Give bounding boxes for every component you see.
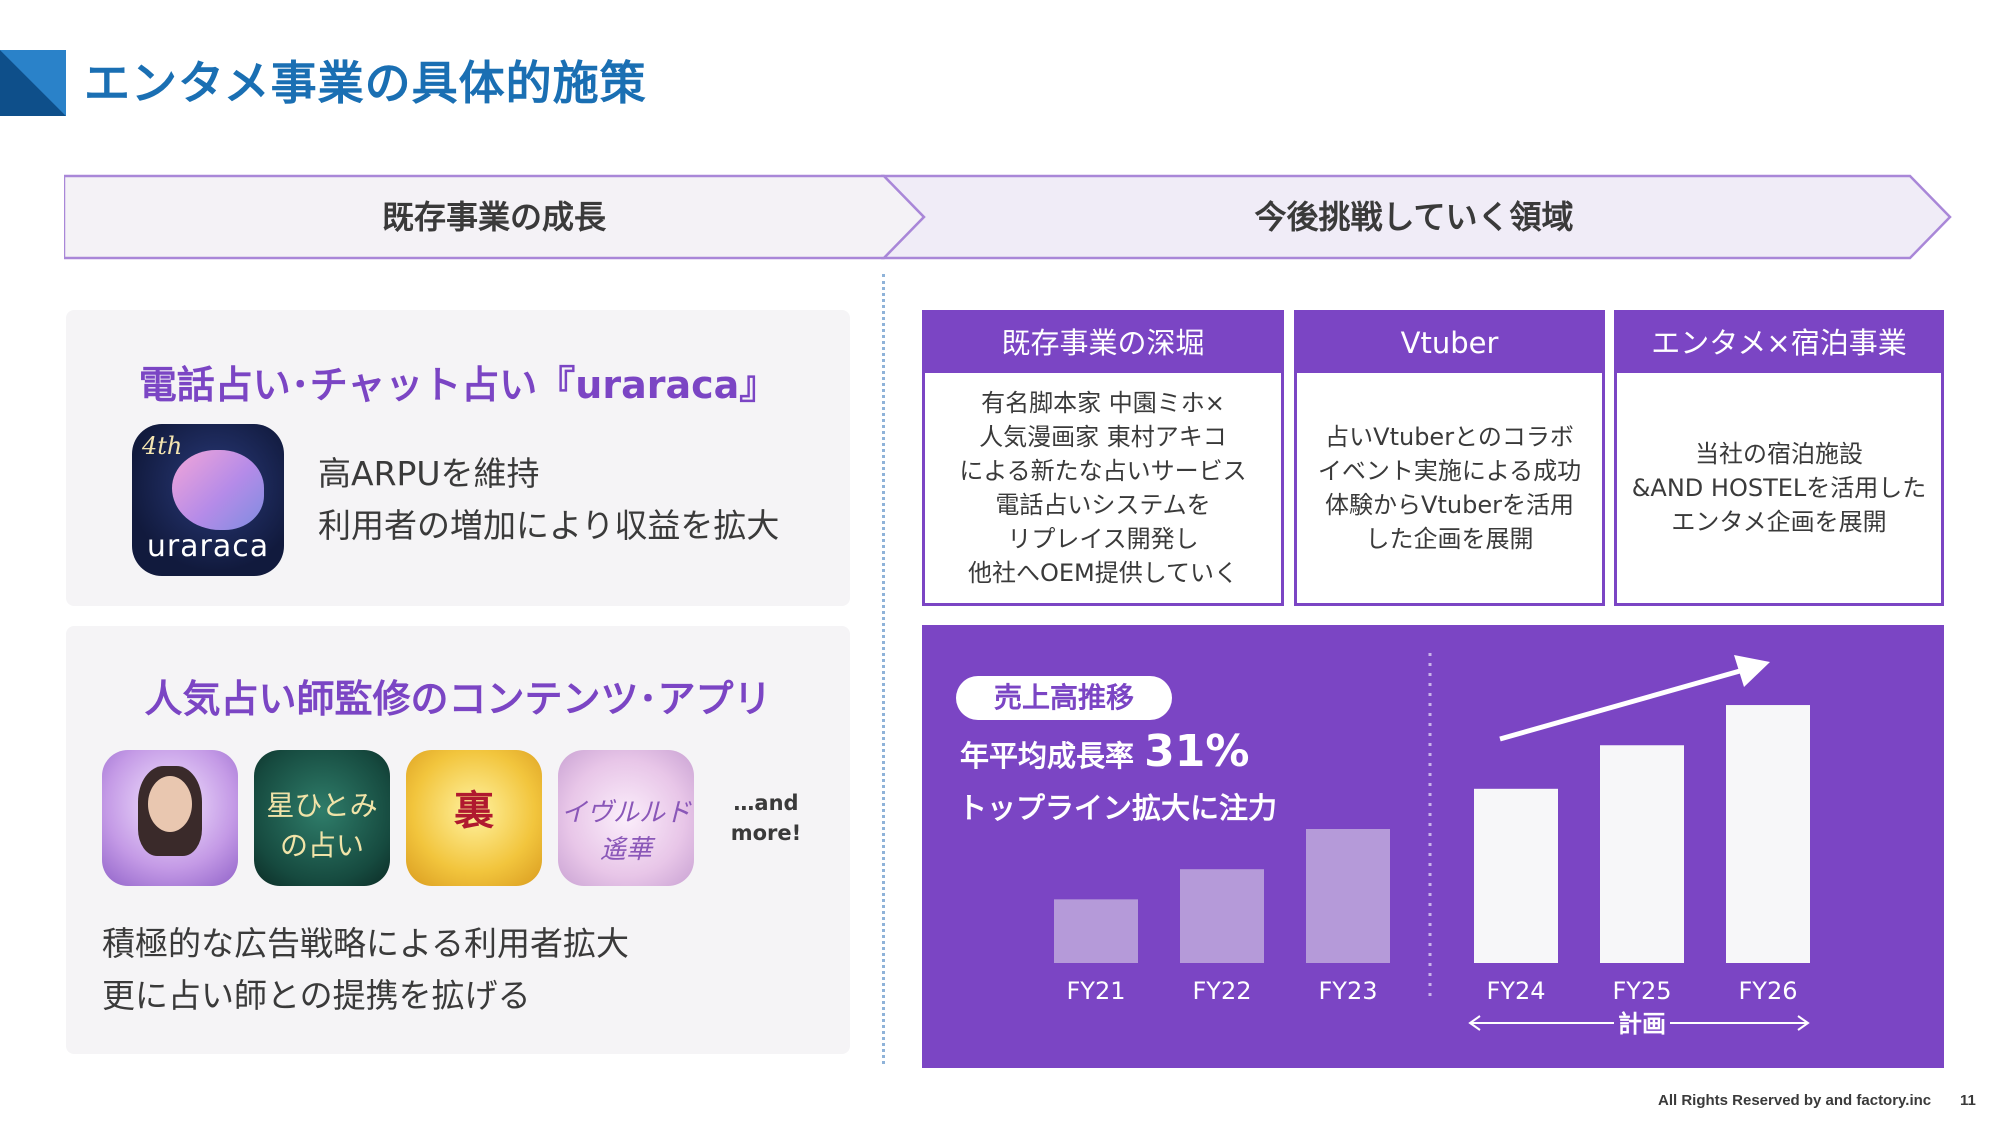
iveruto-app-icon: イヴルルド遙華 (558, 750, 694, 886)
uraraca-description: 高ARPUを維持 利用者の増加により収益を拡大 (318, 448, 779, 552)
initiative-box-heading: Vtuber (1297, 313, 1602, 373)
sales-tick-fy25: FY25 (1612, 977, 1671, 1005)
suisho-gyokuko-app-icon: 裏 (406, 750, 542, 886)
sales-bar-fy26 (1726, 705, 1810, 963)
sales-trend-panel: 売上高推移 年平均成長率 31% トップライン拡大に注力 FY21 FY22 FY2… (922, 625, 1944, 1068)
sales-bar-fy21 (1054, 899, 1138, 963)
initiative-box-heading: エンタメ×宿泊事業 (1617, 313, 1941, 373)
and-more-label: …and more! (730, 791, 802, 845)
sales-bar-chart: FY21 FY22 FY23 FY24 FY25 FY26 計画 (1054, 653, 1810, 1038)
uraraca-wordmark: uraraca (146, 529, 270, 564)
cagr-line: 年平均成長率 31% (960, 730, 1249, 778)
sales-bar-fy25 (1600, 745, 1684, 963)
uraraca-card: 電話占い･チャット占い『uraraca』 4th uraraca 高ARPUを維… (66, 310, 850, 606)
initiative-box-existing-deepening: 既存事業の深堀 有名脚本家 中園ミホ× 人気漫画家 東村アキコ による新たな占い… (922, 310, 1284, 606)
footer-copyright: All Rights Reserved by and factory.inc (1658, 1092, 1932, 1109)
sales-tick-fy21: FY21 (1066, 977, 1125, 1005)
growth-trend-arrow (1499, 664, 1755, 742)
sales-bar-fy24 (1474, 788, 1558, 963)
fortune-apps-description: 積極的な広告戦略による利用者拡大 更に占い師との提携を拡げる (102, 918, 629, 1022)
page-number: 11 (1960, 1092, 1976, 1109)
section-divider (882, 274, 885, 1064)
fortune-apps-card: 人気占い師監修のコンテンツ･アプリ 星ひとみの占い 裏 イヴルルド遙華 …and… (66, 626, 850, 1054)
sales-trend-pill: 売上高推移 (956, 676, 1172, 720)
initiative-box-text: 当社の宿泊施設 &AND HOSTELを活用した エンタメ企画を展開 (1631, 440, 1927, 536)
fortune-apps-line-2: 更に占い師との提携を拡げる (102, 976, 531, 1015)
plan-span-arrowhead-left (1468, 1015, 1481, 1031)
initiative-box-text: 占いVtuberとのコラボ イベント実施による成功 体験からVtuberを活用 … (1317, 423, 1582, 553)
sales-tick-fy26: FY26 (1738, 977, 1797, 1005)
uraraca-mascot-shape (172, 450, 264, 530)
uraraca-card-title: 電話占い･チャット占い『uraraca』 (138, 363, 778, 407)
fortune-apps-card-title: 人気占い師監修のコンテンツ･アプリ (144, 677, 772, 721)
growth-trend-arrowhead (1734, 655, 1770, 687)
uraraca-anniversary-badge: 4th (142, 432, 183, 460)
topline-focus-text: トップライン拡大に注力 (958, 791, 1278, 825)
sales-tick-fy22: FY22 (1192, 977, 1251, 1005)
initiative-box-heading: 既存事業の深堀 (925, 313, 1281, 373)
sales-tick-fy23: FY23 (1318, 977, 1377, 1005)
fortune-teller-portrait-icon (102, 750, 238, 886)
phase-existing-growth: 既存事業の成長 (381, 198, 606, 236)
uraraca-line-2: 利用者の増加により収益を拡大 (318, 506, 780, 545)
sales-tick-fy24: FY24 (1486, 977, 1545, 1005)
hoshi-hitomi-app-icon: 星ひとみの占い (254, 750, 390, 886)
plan-span-arrowhead-right (1797, 1015, 1810, 1031)
fortune-apps-line-1: 積極的な広告戦略による利用者拡大 (102, 924, 630, 963)
uraraca-line-1: 高ARPUを維持 (318, 454, 540, 493)
page-title: エンタメ事業の具体的施策 (84, 56, 647, 110)
phase-future-challenges: 今後挑戦していく領域 (1254, 198, 1574, 236)
plan-label: 計画 (1618, 1010, 1666, 1038)
sales-bar-fy22 (1180, 869, 1264, 963)
cagr-value: 31% (1144, 726, 1250, 777)
phase-arrow-banner (64, 174, 1952, 260)
cagr-label: 年平均成長率 (960, 739, 1135, 773)
initiative-box-text: 有名脚本家 中園ミホ× 人気漫画家 東村アキコ による新たな占いサービス 電話占… (959, 389, 1247, 587)
uraraca-app-icon: 4th uraraca (132, 424, 284, 576)
sales-bar-fy23 (1306, 829, 1390, 963)
initiative-box-vtuber: Vtuber 占いVtuberとのコラボ イベント実施による成功 体験からVtu… (1294, 310, 1605, 606)
title-accent-mark (0, 50, 66, 116)
initiative-box-entertainment-lodging: エンタメ×宿泊事業 当社の宿泊施設 &AND HOSTELを活用した エンタメ企… (1614, 310, 1944, 606)
